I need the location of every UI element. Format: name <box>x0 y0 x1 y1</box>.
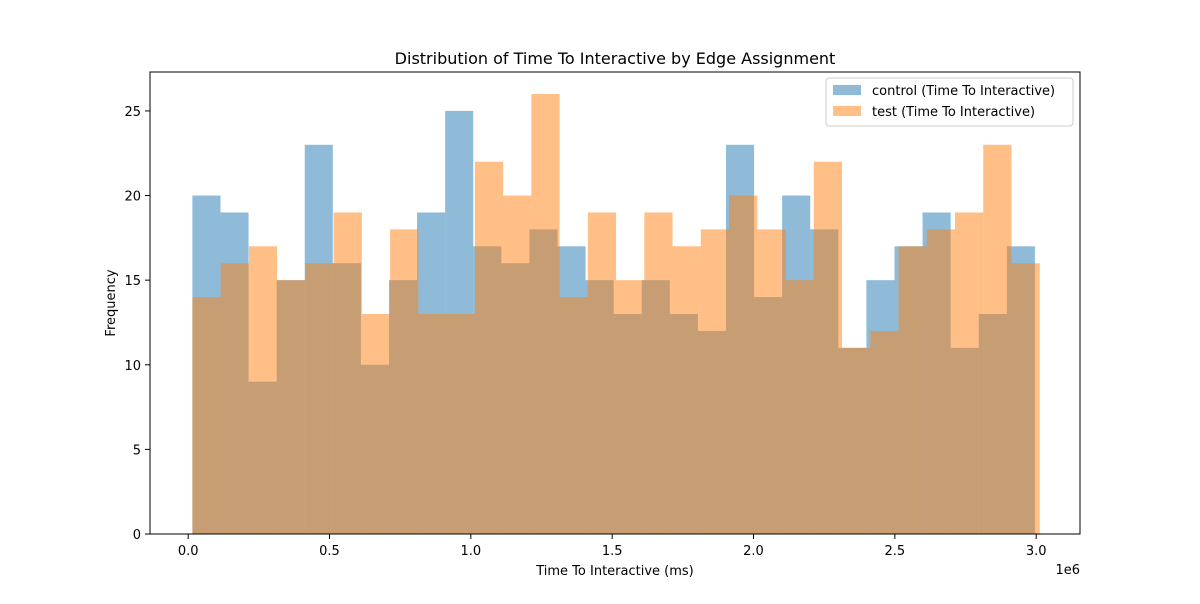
x-axis-label: Time To Interactive (ms) <box>535 564 694 579</box>
histogram-bar <box>361 314 391 534</box>
histogram-bar <box>248 246 278 534</box>
histogram-bar <box>898 246 927 534</box>
x-tick-label: 1.0 <box>460 544 481 559</box>
chart-title: Distribution of Time To Interactive by E… <box>395 49 836 68</box>
histogram-bar <box>700 229 730 534</box>
histogram-bar <box>955 212 984 534</box>
histogram-bar <box>305 263 334 534</box>
histogram-bar <box>333 212 362 534</box>
legend-box <box>825 77 1074 127</box>
y-tick-label: 20 <box>124 190 141 205</box>
histogram-bar <box>644 212 673 534</box>
histogram-bar <box>220 263 249 534</box>
legend-swatch-test <box>833 106 861 116</box>
histogram-bar <box>390 229 419 534</box>
histogram-bar <box>418 314 447 534</box>
histogram-bar <box>559 297 588 534</box>
legend: control (Time To Interactive) test (Time… <box>825 77 1074 127</box>
histogram-bar <box>842 347 871 534</box>
histogram-bar <box>983 144 1012 534</box>
x-tick-label: 0.0 <box>178 544 199 559</box>
y-tick-label: 25 <box>124 105 141 120</box>
histogram-bar <box>616 280 645 534</box>
y-tick-label: 15 <box>124 274 141 289</box>
x-axis-ticks: 0.0 0.5 1.0 1.5 2.0 2.5 3.0 <box>178 534 1047 559</box>
y-axis-label: Frequency <box>104 269 119 336</box>
x-axis-offset-label: 1e6 <box>1055 563 1080 578</box>
axes-frame <box>149 71 1081 535</box>
x-tick-label: 0.5 <box>319 544 340 559</box>
histogram-bar <box>531 94 560 534</box>
histogram-bar <box>446 314 475 534</box>
histogram-bar <box>503 195 532 535</box>
histogram-bar <box>729 195 758 535</box>
histogram-bar <box>757 229 786 534</box>
legend-swatch-control <box>833 85 861 95</box>
histogram-bar <box>926 229 956 534</box>
x-tick-label: 1.5 <box>602 544 623 559</box>
x-tick-label: 3.0 <box>1026 544 1047 559</box>
histogram-bar <box>785 280 814 534</box>
series-test-bars <box>192 94 1040 535</box>
y-axis-ticks: 0 5 10 15 20 25 <box>124 105 150 543</box>
legend-label-control: control (Time To Interactive) <box>872 84 1055 99</box>
x-tick-label: 2.5 <box>885 544 906 559</box>
histogram-bar <box>474 161 504 534</box>
legend-label-test: test (Time To Interactive) <box>872 105 1035 120</box>
y-tick-label: 10 <box>124 359 141 374</box>
histogram-bar <box>1011 263 1040 534</box>
x-tick-label: 2.0 <box>743 544 764 559</box>
y-tick-label: 5 <box>133 443 141 458</box>
histogram-bar <box>813 161 843 534</box>
histogram-bar <box>277 280 306 534</box>
histogram-bar <box>672 246 701 534</box>
y-tick-label: 0 <box>133 528 141 543</box>
bars-layer <box>192 94 1040 535</box>
histogram-bar <box>870 330 899 534</box>
histogram-bar <box>587 212 617 534</box>
histogram-bar <box>192 297 221 534</box>
